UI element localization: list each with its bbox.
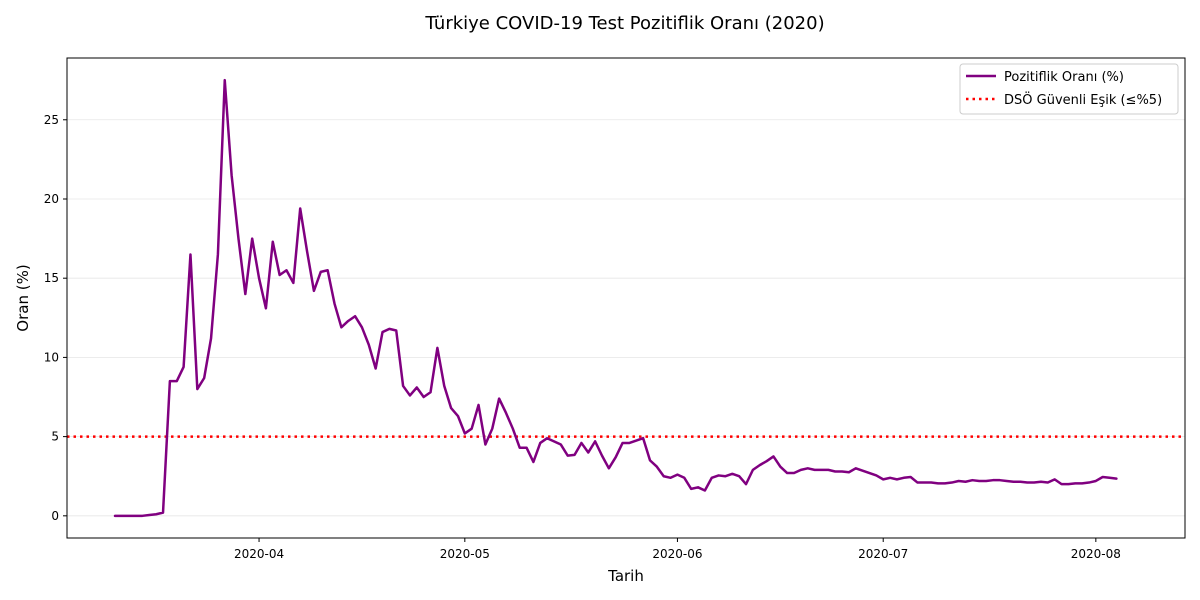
plot-frame [66,57,1186,539]
legend-box [959,63,1179,115]
y-tick-label: 10 [44,350,59,364]
series-line-positivity [113,78,1118,518]
y-tick-label: 20 [44,192,59,206]
y-tick-label: 0 [51,509,59,523]
y-tick-label: 25 [44,113,59,127]
y-tick-label: 15 [44,271,59,285]
legend-label-threshold: DSÖ Güvenli Eşik (≤%5) [1004,91,1162,108]
x-tick-label: 2020-07 [858,547,908,561]
legend: Pozitiflik Oranı (%) DSÖ Güvenli Eşik (≤… [959,63,1179,115]
y-axis: 0 5 10 15 20 25 [44,113,67,523]
legend-label-positivity: Pozitiflik Oranı (%) [1004,70,1124,85]
x-axis: 2020-04 2020-05 2020-06 2020-07 2020-08 [234,538,1121,561]
y-axis-label: Oran (%) [14,264,32,331]
x-tick-label: 2020-08 [1071,547,1121,561]
x-tick-label: 2020-04 [234,547,284,561]
chart-title: Türkiye COVID-19 Test Pozitiflik Oranı (… [424,13,824,34]
grid-lines [67,119,1185,517]
x-axis-label: Tarih [607,567,644,585]
positivity-series [113,78,1118,518]
x-tick-label: 2020-05 [440,547,490,561]
y-tick-label: 5 [51,430,59,444]
x-tick-label: 2020-06 [652,547,702,561]
